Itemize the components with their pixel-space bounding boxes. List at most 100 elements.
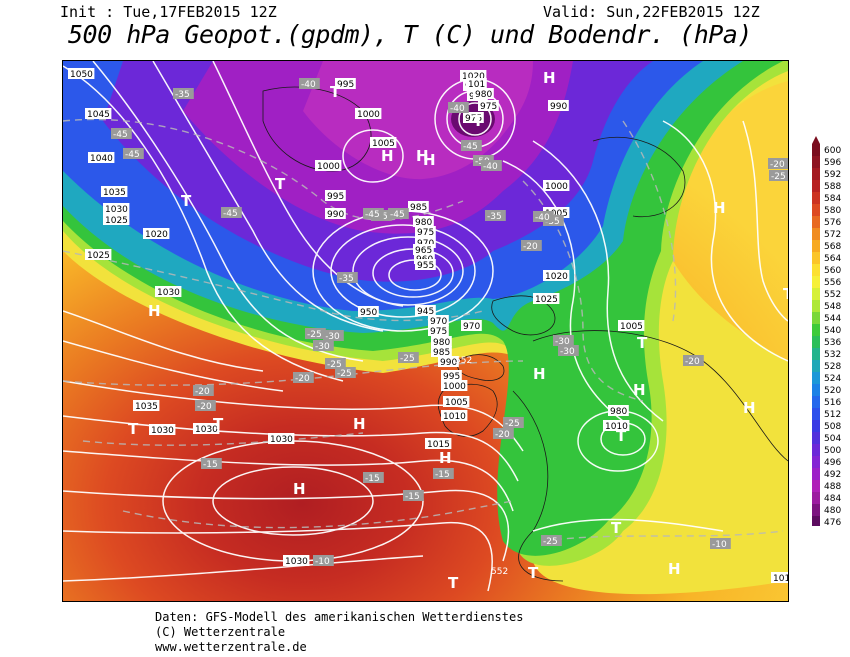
high-pressure-marker: H bbox=[633, 381, 646, 399]
pressure-label: 1010 bbox=[773, 574, 788, 584]
temperature-label: -35 bbox=[175, 90, 190, 100]
label-background bbox=[283, 555, 310, 566]
footer-copyright: (C) Wetterzentrale bbox=[155, 625, 286, 639]
label-background bbox=[441, 380, 468, 391]
legend-value: 584 bbox=[824, 194, 841, 204]
legend-swatch bbox=[812, 252, 820, 264]
label-background bbox=[173, 88, 194, 99]
label-background bbox=[149, 424, 176, 435]
label-background bbox=[433, 468, 454, 479]
legend-arrow-up-icon bbox=[812, 136, 820, 144]
high-pressure-marker: H bbox=[533, 365, 546, 383]
label-background bbox=[325, 190, 346, 201]
legend-value: 516 bbox=[824, 398, 841, 408]
legend-swatch bbox=[812, 372, 820, 384]
temperature-label: -20 bbox=[523, 242, 538, 252]
temperature-label: -45 bbox=[365, 210, 380, 220]
high-pressure-marker: H bbox=[423, 151, 436, 169]
legend-value: 596 bbox=[824, 158, 841, 168]
temperature-label: -20 bbox=[195, 387, 210, 397]
low-pressure-marker: T bbox=[616, 427, 627, 445]
pressure-label: 1005 bbox=[545, 209, 568, 219]
temperature-label: -10 bbox=[712, 540, 727, 550]
label-background bbox=[431, 336, 452, 347]
legend-swatch bbox=[812, 312, 820, 324]
pressure-label: 980 bbox=[415, 218, 432, 228]
pressure-label: 990 bbox=[440, 358, 457, 368]
label-background bbox=[101, 186, 128, 197]
label-background bbox=[123, 148, 144, 159]
pressure-label: 1005 bbox=[445, 398, 468, 408]
weather-map[interactable]: 1050 1045 1040 1035 1030 1025 1020 1025 1030 1035… bbox=[62, 60, 789, 602]
pressure-label: 1000 bbox=[317, 162, 340, 172]
label-background bbox=[370, 137, 397, 148]
legend-value: 588 bbox=[824, 182, 841, 192]
legend-value: 568 bbox=[824, 242, 841, 252]
label-background bbox=[363, 208, 384, 219]
legend-value: 548 bbox=[824, 302, 841, 312]
temperature-label: -45 bbox=[125, 150, 140, 160]
legend-swatch bbox=[812, 168, 820, 180]
temperature-label: -25 bbox=[543, 537, 558, 547]
pressure-label: 1035 bbox=[135, 402, 158, 412]
label-background bbox=[466, 78, 487, 89]
label-background bbox=[493, 428, 514, 439]
legend-value: 504 bbox=[824, 434, 841, 444]
temperature-label: -20 bbox=[770, 160, 785, 170]
legend-swatch bbox=[812, 516, 820, 526]
legend-value: 572 bbox=[824, 230, 841, 240]
pressure-labels: 1050104510401035103010251020102510301035… bbox=[68, 68, 788, 584]
pressure-label: 1035 bbox=[103, 188, 126, 198]
legend-swatch bbox=[812, 468, 820, 480]
label-background bbox=[463, 112, 484, 123]
pressure-label: 995 bbox=[337, 80, 354, 90]
low-pressure-marker: T bbox=[275, 175, 286, 193]
temperature-label: -20 bbox=[495, 430, 510, 440]
label-background bbox=[461, 140, 482, 151]
label-background bbox=[415, 226, 436, 237]
high-pressure-marker: H bbox=[416, 147, 429, 165]
label-background bbox=[428, 315, 449, 326]
label-background bbox=[195, 400, 216, 411]
pressure-label: 980 bbox=[475, 90, 492, 100]
high-pressure-marker: H bbox=[668, 560, 681, 578]
temperature-label: -20 bbox=[197, 402, 212, 412]
label-background bbox=[548, 100, 569, 111]
label-background bbox=[408, 201, 429, 212]
pressure-label: 1030 bbox=[151, 426, 174, 436]
label-background bbox=[414, 253, 435, 264]
label-background bbox=[608, 405, 629, 416]
pressure-label: 1025 bbox=[105, 216, 128, 226]
legend-value: 544 bbox=[824, 314, 841, 324]
legend-value: 532 bbox=[824, 350, 841, 360]
pressure-label: 1025 bbox=[535, 295, 558, 305]
label-background bbox=[85, 108, 112, 119]
legend-swatch bbox=[812, 504, 820, 516]
legend-swatch bbox=[812, 180, 820, 192]
label-background bbox=[403, 490, 424, 501]
label-background bbox=[85, 249, 112, 260]
pressure-label: 980 bbox=[433, 338, 450, 348]
legend-value: 524 bbox=[824, 374, 841, 384]
label-background bbox=[355, 108, 382, 119]
pressure-label: 1015 bbox=[427, 440, 450, 450]
label-background bbox=[133, 400, 160, 411]
label-background bbox=[315, 160, 342, 171]
pressure-label: 1025 bbox=[87, 251, 110, 261]
legend-value: 488 bbox=[824, 482, 841, 492]
label-background bbox=[768, 158, 788, 169]
label-background bbox=[358, 306, 379, 317]
temperature-label: -25 bbox=[505, 419, 520, 429]
pressure-label: 950 bbox=[360, 308, 377, 318]
high-pressure-marker: H bbox=[381, 147, 394, 165]
footer-url[interactable]: www.wetterzentrale.de bbox=[155, 640, 307, 654]
label-background bbox=[337, 272, 358, 283]
label-background bbox=[533, 211, 554, 222]
pressure-label: 1010 bbox=[605, 422, 628, 432]
label-background bbox=[503, 417, 524, 428]
legend-swatch bbox=[812, 348, 820, 360]
pressure-label: 1040 bbox=[90, 154, 113, 164]
legend-value: 492 bbox=[824, 470, 841, 480]
label-background bbox=[541, 535, 562, 546]
label-background bbox=[485, 210, 506, 221]
